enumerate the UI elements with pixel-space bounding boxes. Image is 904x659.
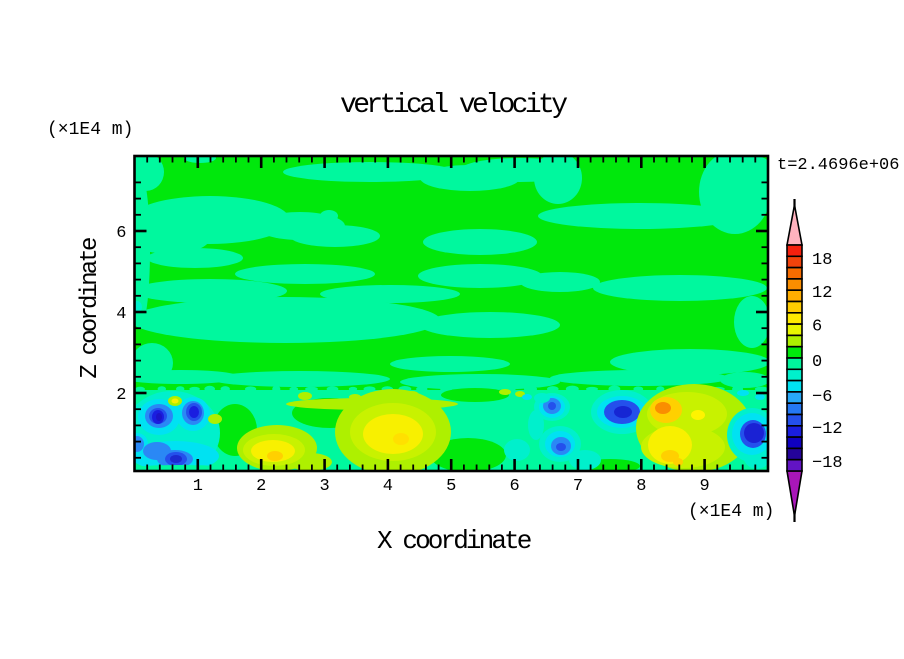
svg-text:4: 4: [383, 477, 393, 496]
svg-text:0: 0: [812, 353, 822, 372]
svg-text:−12: −12: [812, 420, 843, 439]
svg-text:vertical velocity: vertical velocity: [340, 90, 567, 121]
svg-text:7: 7: [573, 477, 583, 496]
svg-text:6: 6: [509, 477, 519, 496]
svg-text:1: 1: [193, 477, 203, 496]
svg-text:2: 2: [256, 477, 266, 496]
svg-text:6: 6: [116, 224, 126, 243]
svg-text:8: 8: [636, 477, 646, 496]
svg-text:12: 12: [812, 284, 832, 303]
svg-text:−6: −6: [812, 388, 832, 407]
svg-text:6: 6: [812, 318, 822, 337]
svg-text:3: 3: [319, 477, 329, 496]
svg-text:(×1E4 m): (×1E4 m): [688, 502, 774, 522]
svg-text:t=2.4696e+06: t=2.4696e+06: [777, 156, 899, 175]
svg-text:9: 9: [699, 477, 709, 496]
svg-text:4: 4: [116, 305, 126, 324]
svg-text:2: 2: [116, 386, 126, 405]
svg-text:5: 5: [446, 477, 456, 496]
svg-text:Z coordinate: Z coordinate: [77, 238, 104, 379]
svg-text:18: 18: [812, 251, 832, 270]
svg-text:(×1E4 m): (×1E4 m): [47, 120, 133, 140]
svg-text:X coordinate: X coordinate: [377, 526, 531, 556]
svg-text:−18: −18: [812, 454, 843, 473]
